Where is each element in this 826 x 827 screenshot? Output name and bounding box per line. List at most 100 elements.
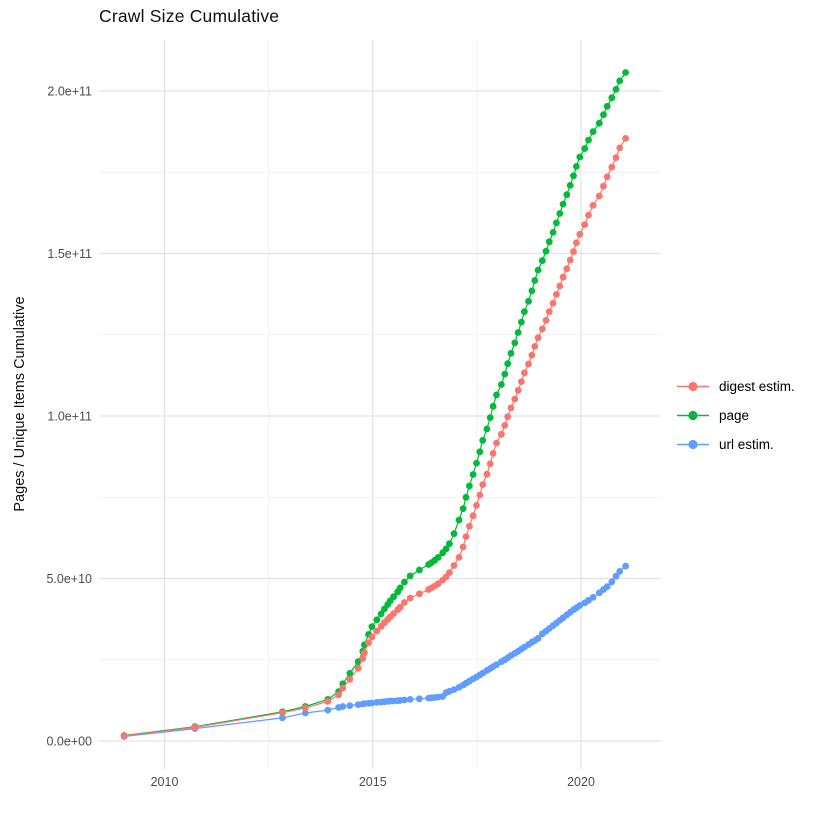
data-point	[570, 248, 577, 256]
data-point	[581, 145, 589, 152]
data-point	[622, 69, 629, 76]
data-point	[563, 191, 571, 199]
data-point	[346, 670, 354, 677]
data-point	[501, 370, 509, 378]
data-point	[368, 633, 376, 641]
data-point	[595, 192, 603, 200]
data-point	[368, 623, 376, 630]
data-point	[549, 299, 557, 307]
data-point	[401, 599, 408, 606]
data-point	[346, 702, 354, 709]
data-point	[528, 351, 536, 359]
data-point	[469, 471, 477, 478]
data-point	[514, 329, 522, 336]
data-point	[486, 460, 494, 468]
data-point	[493, 439, 500, 447]
legend-label: page	[719, 408, 750, 423]
data-point	[585, 136, 592, 144]
data-point	[563, 265, 571, 273]
data-point	[479, 437, 487, 444]
data-point	[459, 543, 467, 551]
data-point	[622, 135, 629, 142]
data-point	[466, 522, 473, 530]
data-point	[406, 696, 414, 703]
data-point	[446, 569, 453, 576]
y-tick-label: 2.0e+11	[47, 85, 92, 99]
data-point	[528, 287, 536, 295]
data-point	[459, 505, 467, 512]
data-point	[501, 422, 509, 429]
legend-label: digest estim.	[719, 379, 795, 394]
data-point	[434, 580, 442, 588]
data-point	[549, 229, 557, 236]
data-point	[483, 470, 491, 478]
data-point	[589, 202, 597, 209]
data-point	[504, 360, 512, 368]
y-tick-label: 1.0e+11	[47, 410, 92, 424]
data-point	[576, 230, 584, 238]
data-point	[556, 210, 564, 217]
data-point	[622, 562, 629, 570]
data-point	[301, 709, 309, 717]
data-point	[450, 562, 458, 569]
legend: digest estim. page url estim.	[676, 378, 795, 453]
data-point	[518, 378, 525, 385]
data-point	[339, 703, 347, 710]
data-point	[335, 691, 342, 699]
major-gridlines	[99, 40, 661, 769]
data-point	[462, 493, 470, 501]
legend-label: url estim.	[719, 437, 774, 452]
data-point	[301, 704, 309, 712]
data-point	[553, 291, 560, 298]
data-point	[498, 430, 505, 438]
data-point	[616, 144, 624, 152]
data-point	[534, 334, 542, 342]
data-point	[396, 603, 404, 611]
legend-key-icon	[677, 410, 709, 421]
data-point	[120, 732, 128, 740]
data-point	[538, 257, 546, 264]
y-tick-label: 5.0e+10	[46, 572, 92, 586]
legend-item-url-estim: url estim.	[676, 436, 795, 453]
data-point	[542, 247, 550, 255]
data-point	[476, 448, 484, 456]
data-point	[616, 77, 624, 85]
data-point	[525, 360, 532, 368]
data-point	[553, 219, 560, 227]
data-point	[570, 172, 577, 180]
data-point	[545, 308, 553, 316]
data-point	[559, 273, 567, 281]
data-point	[191, 724, 199, 731]
data-point	[466, 482, 473, 490]
data-point	[608, 578, 616, 586]
data-point	[473, 459, 480, 467]
legend-item-digest-estim: digest estim.	[676, 378, 795, 395]
data-point	[545, 238, 553, 246]
data-point	[486, 414, 494, 421]
series-url-estim	[120, 562, 629, 740]
data-point	[324, 706, 332, 714]
data-point	[521, 308, 528, 316]
data-point	[498, 381, 505, 388]
data-point	[434, 554, 442, 561]
data-point	[390, 593, 397, 601]
data-point	[365, 639, 372, 647]
minor-gridlines	[99, 40, 661, 769]
data-point	[346, 675, 354, 683]
data-point	[373, 616, 381, 624]
data-point	[616, 568, 624, 575]
data-point	[476, 491, 484, 499]
data-point	[507, 349, 515, 357]
data-point	[489, 450, 497, 457]
data-point	[455, 554, 463, 561]
legend-key-icon	[677, 381, 709, 392]
data-point	[521, 369, 528, 377]
data-point	[504, 413, 512, 421]
data-point	[581, 221, 589, 229]
data-point	[531, 277, 539, 284]
data-point	[603, 173, 611, 181]
data-point	[603, 583, 611, 590]
data-point	[559, 200, 567, 208]
